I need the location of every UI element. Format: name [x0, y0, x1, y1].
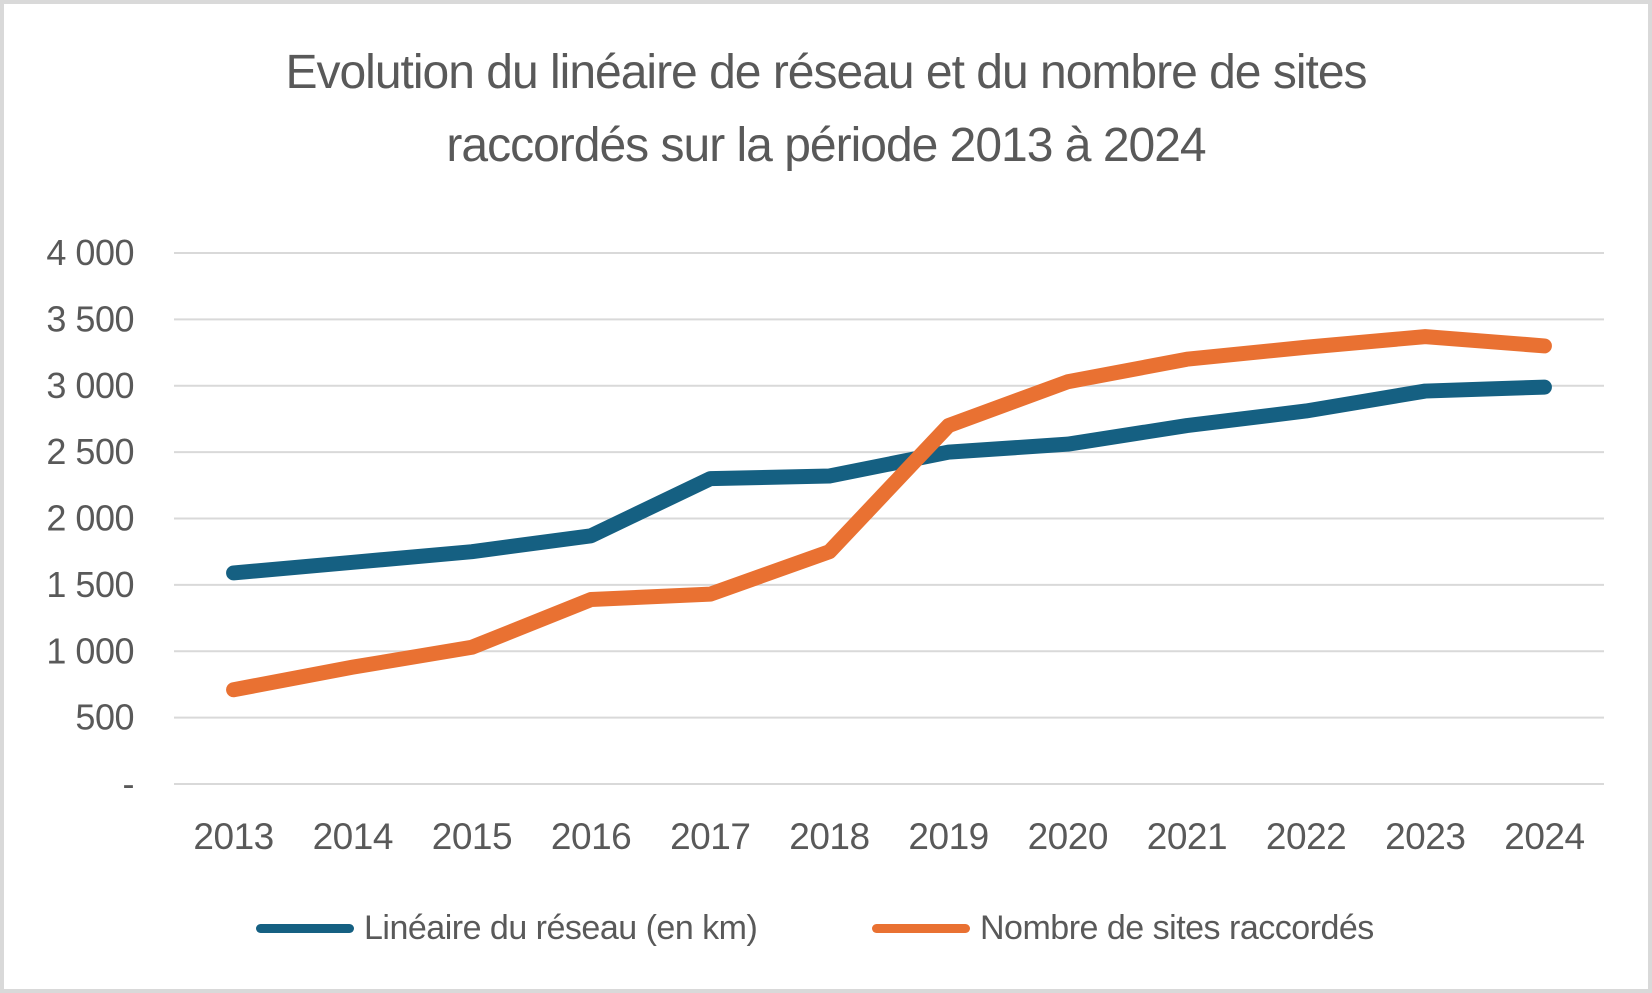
chart-title: Evolution du linéaire de réseau et du no…: [285, 46, 1367, 172]
legend-item-lineaire: Linéaire du réseau (en km): [256, 908, 758, 947]
x-axis-tick-label: 2017: [670, 816, 750, 857]
y-axis-tick-label: 1 000: [46, 630, 134, 671]
y-axis-tick-label: 500: [75, 697, 134, 738]
legend-item-sites: Nombre de sites raccordés: [872, 909, 1374, 947]
legend-label-sites: Nombre de sites raccordés: [980, 908, 1374, 947]
series-line-1: [226, 329, 1552, 698]
x-axis-tick-label: 2024: [1504, 816, 1584, 857]
legend-swatch-sites: [872, 923, 970, 933]
x-axis-tick-label: 2013: [193, 816, 273, 857]
x-axis-tick-label: 2015: [432, 816, 512, 857]
x-axis-tick-label: 2014: [313, 816, 393, 857]
x-axis-tick-label: 2019: [908, 816, 988, 857]
x-axis-tick-label: 2016: [551, 816, 631, 857]
y-axis-tick-label: 2 500: [46, 431, 134, 472]
y-axis-tick-label: 2 000: [46, 498, 134, 539]
x-axis-tick-label: 2018: [789, 816, 869, 857]
x-axis-tick-label: 2023: [1385, 816, 1465, 857]
y-axis-tick-label: 1 500: [46, 564, 134, 605]
y-axis-tick-label: 4 000: [46, 232, 134, 273]
legend-label-lineaire: Linéaire du réseau (en km): [364, 908, 758, 947]
line-chart: 4 000 3 500 3 000 2 500 2 000 1 500 1 000 500 - 2…: [46, 232, 1604, 857]
x-axis-tick-label: 2021: [1147, 816, 1227, 857]
series-line-0: [226, 379, 1552, 581]
y-axis-tick-label: 3 000: [46, 365, 134, 406]
legend-swatch-lineaire: [256, 923, 354, 933]
y-axis-tick-label: -: [123, 763, 135, 804]
x-axis-tick-label: 2020: [1028, 816, 1108, 857]
y-axis-tick-label: 3 500: [46, 298, 134, 339]
x-axis-tick-label: 2022: [1266, 816, 1346, 857]
